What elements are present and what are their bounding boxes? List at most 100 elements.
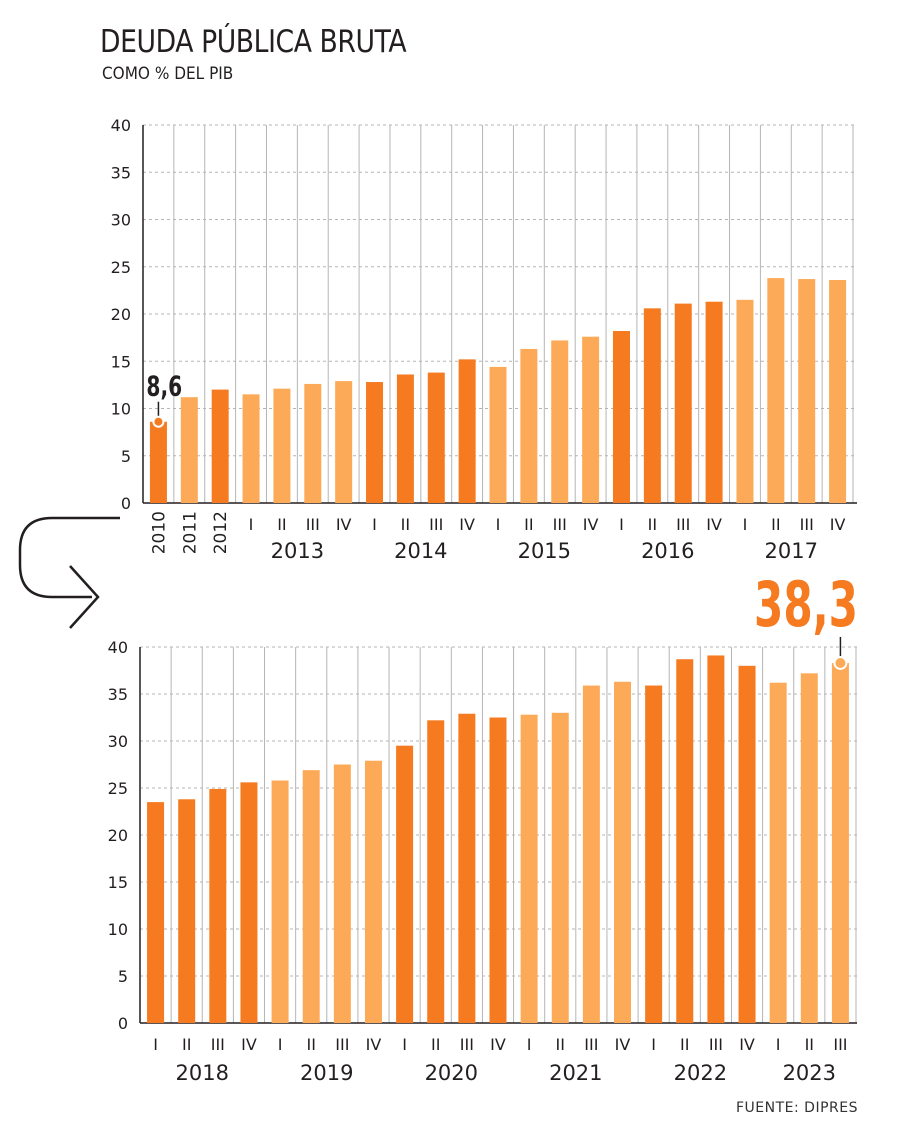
bar [582,685,600,1023]
x-group-label-year: 2023 [783,1061,836,1085]
x-tick-label-quarter: IV [739,1035,755,1054]
bar [458,713,476,1023]
x-group-label-year: 2013 [271,539,324,563]
x-tick-label-year: 2011 [180,511,200,554]
x-tick-label-quarter: II [431,1035,440,1054]
bar [645,685,663,1023]
y-tick-label: 15 [108,873,128,892]
bar [458,359,476,503]
bar [427,720,445,1023]
y-tick-label: 35 [111,163,131,182]
bar [674,303,692,503]
bar [520,348,538,503]
continuation-arrow-icon [18,516,120,599]
y-tick-label: 30 [108,732,128,751]
bar [551,340,569,503]
y-tick-label: 5 [121,447,131,466]
x-tick-label-quarter: III [306,515,320,534]
bar [333,764,351,1023]
bar [149,421,167,503]
x-tick-label-quarter: II [805,1035,814,1054]
x-tick-label-quarter: II [277,515,286,534]
x-tick-label-quarter: III [676,515,690,534]
x-group-label-year: 2019 [300,1061,353,1085]
bar [800,673,818,1023]
x-tick-label-quarter: III [335,1035,349,1054]
y-tick-label: 25 [111,258,131,277]
bar [240,782,258,1023]
x-tick-label-quarter: II [556,1035,565,1054]
x-tick-label-quarter: IV [830,515,846,534]
x-group-label-year: 2021 [549,1061,602,1085]
x-tick-label-quarter: III [429,515,443,534]
highlight-value-label: 8,6 [146,369,182,402]
bar [769,682,787,1023]
y-tick-label: 20 [111,305,131,324]
bar [147,802,165,1023]
x-tick-label-year: 2012 [211,511,231,554]
bar [551,712,569,1023]
x-tick-label-quarter: I [527,1035,532,1054]
x-tick-label-quarter: IV [583,515,599,534]
x-tick-label-quarter: IV [615,1035,631,1054]
bar [178,799,196,1023]
x-tick-label-quarter: II [648,515,657,534]
x-tick-label-quarter: I [776,1035,781,1054]
x-tick-label-quarter: I [496,515,501,534]
bar [273,388,291,503]
y-tick-label: 10 [108,920,128,939]
bar [364,760,382,1023]
bar [676,659,694,1023]
x-tick-label-quarter: IV [459,515,475,534]
bar [304,383,322,503]
x-tick-label-quarter: I [372,515,377,534]
x-tick-label-quarter: III [584,1035,598,1054]
x-tick-label-quarter: I [651,1035,656,1054]
y-tick-label: 40 [108,638,128,657]
x-tick-label-quarter: II [182,1035,191,1054]
x-tick-label-quarter: I [619,515,624,534]
x-tick-label-quarter: I [249,515,254,534]
callout-dot [833,655,848,670]
bar [242,394,260,503]
bar [209,788,227,1023]
x-tick-label-year: 2010 [149,511,169,554]
bar [335,381,353,503]
x-tick-label-quarter: I [402,1035,407,1054]
bar [302,770,320,1023]
bar [366,382,384,503]
x-tick-label-quarter: IV [490,1035,506,1054]
x-tick-label-quarter: II [680,1035,689,1054]
x-tick-label-quarter: III [460,1035,474,1054]
y-tick-label: 0 [118,1014,128,1033]
bar [705,301,723,503]
bar [489,717,507,1023]
bar [180,397,198,503]
x-tick-label-quarter: IV [241,1035,257,1054]
x-tick-label-quarter: III [800,515,814,534]
x-tick-label-quarter: I [153,1035,158,1054]
callout-dot [152,415,165,428]
x-tick-label-quarter: I [743,515,748,534]
bar [582,336,600,503]
bar [271,780,289,1023]
bar [396,374,414,503]
x-tick-label-quarter: III [211,1035,225,1054]
bar [736,299,754,503]
x-group-label-year: 2016 [641,539,694,563]
bar [612,331,630,503]
arrow-head-icon [69,565,100,629]
bar [829,279,847,503]
source-note: FUENTE: DIPRES [736,1100,858,1116]
bar [767,278,785,503]
highlight-value-label: 38,3 [754,569,858,642]
chart-title: DEUDA PÚBLICA BRUTA [100,24,407,60]
x-tick-label-quarter: II [771,515,780,534]
chart-subtitle: COMO % DEL PIB [102,64,234,84]
x-tick-label-quarter: II [306,1035,315,1054]
bar [427,372,445,503]
